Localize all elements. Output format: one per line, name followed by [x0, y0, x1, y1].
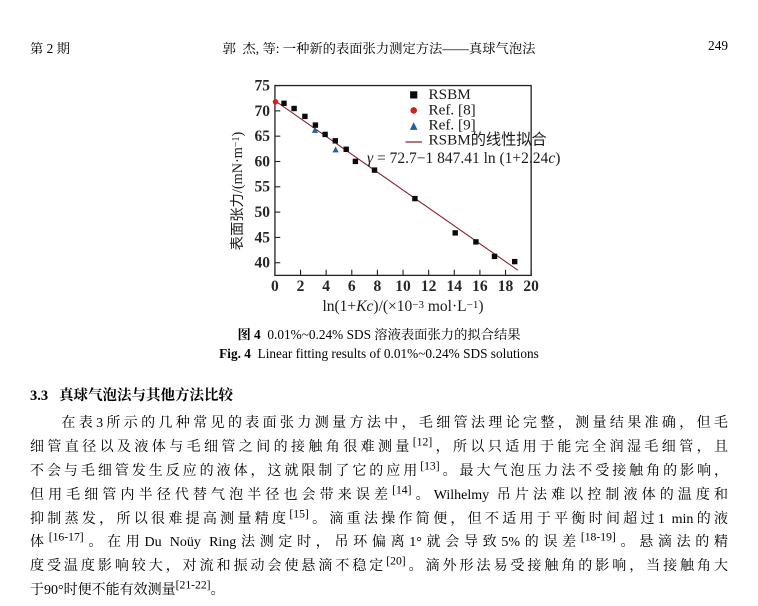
svg-text:70: 70	[255, 103, 271, 120]
svg-text:10: 10	[395, 278, 411, 295]
svg-text:45: 45	[255, 229, 271, 246]
svg-text:55: 55	[255, 179, 271, 196]
svg-text:γ = 72.7−1 847.41 ln (1+2.24c): γ = 72.7−1 847.41 ln (1+2.24c)	[367, 150, 560, 167]
svg-text:40: 40	[255, 255, 271, 272]
svg-text:6: 6	[348, 278, 356, 295]
svg-text:14: 14	[447, 278, 463, 295]
svg-text:8: 8	[374, 278, 382, 295]
svg-text:16: 16	[472, 278, 488, 295]
svg-text:2: 2	[297, 278, 305, 295]
svg-text:65: 65	[255, 128, 271, 145]
svg-text:18: 18	[498, 278, 514, 295]
svg-text:20: 20	[523, 278, 539, 295]
svg-text:75: 75	[255, 78, 271, 95]
svg-text:0: 0	[271, 278, 279, 295]
svg-text:50: 50	[255, 204, 271, 221]
svg-text:ln(1+Kc)/(×10−3 mol·L−1): ln(1+Kc)/(×10−3 mol·L−1)	[322, 298, 483, 315]
svg-text:12: 12	[421, 278, 437, 295]
svg-text:表面张力/(mN·m−1): 表面张力/(mN·m−1)	[229, 131, 246, 250]
svg-text:RSBM: RSBM	[429, 86, 472, 103]
svg-text:60: 60	[255, 153, 271, 170]
svg-text:4: 4	[322, 278, 330, 295]
svg-text:RSBM的线性拟合: RSBM的线性拟合	[429, 132, 547, 149]
